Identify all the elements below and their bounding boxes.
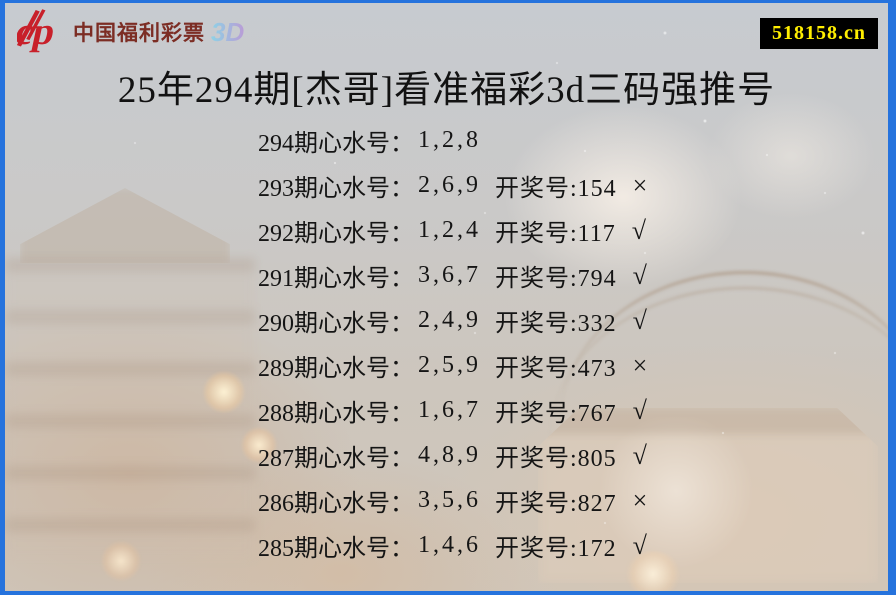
header: cp 中国福利彩票 3D 518158.cn [5,3,888,61]
row-draw-result: 开奖号:794 [495,266,617,292]
row-lucky-numbers: 1,4,6 [418,532,481,558]
row-lucky-numbers: 2,4,9 [418,307,481,333]
row-draw-result: 开奖号:172 [495,536,617,562]
prediction-row: 287期心水号： 4,8,9 开奖号:805 √ [258,433,647,478]
row-lucky-numbers: 2,6,9 [418,172,481,198]
row-draw-result: 开奖号:767 [495,401,617,427]
row-outcome-mark: √ [632,395,647,425]
row-period-label: 293期心水号： [258,176,414,202]
brand-3d-label: 3D [211,16,245,47]
row-outcome-mark: √ [632,530,647,560]
row-outcome-mark: × [632,170,648,200]
row-draw-result: 开奖号:805 [495,446,617,472]
row-lucky-numbers: 1,2,8 [418,127,481,153]
prediction-list: 294期心水号： 1,2,8 293期心水号： 2,6,9 开奖号:154 × … [258,118,647,568]
row-lucky-numbers: 1,6,7 [418,397,481,423]
prediction-row: 286期心水号： 3,5,6 开奖号:827 × [258,478,647,523]
prediction-row: 289期心水号： 2,5,9 开奖号:473 × [258,343,647,388]
row-outcome-mark: √ [632,305,647,335]
prediction-row: 294期心水号： 1,2,8 [258,118,647,163]
prediction-row: 288期心水号： 1,6,7 开奖号:767 √ [258,388,647,433]
row-draw-result: 开奖号:827 [495,491,617,517]
row-outcome-mark: √ [632,260,647,290]
prediction-row: 285期心水号： 1,4,6 开奖号:172 √ [258,523,647,568]
row-outcome-mark: × [632,350,648,380]
row-draw-result: 开奖号:473 [495,356,617,382]
row-lucky-numbers: 3,6,7 [418,262,481,288]
brand-name: 中国福利彩票 [73,22,205,45]
prediction-row: 291期心水号： 3,6,7 开奖号:794 √ [258,253,647,298]
cwl-cp-logo-icon: cp [17,9,59,53]
page-title: 25年294期[杰哥]看准福彩3d三码强推号 [117,70,776,111]
prediction-row: 293期心水号： 2,6,9 开奖号:154 × [258,163,647,208]
svg-text:cp: cp [17,10,59,53]
row-lucky-numbers: 2,5,9 [418,352,481,378]
site-url-badge: 518158.cn [760,18,878,49]
row-period-label: 291期心水号： [258,266,414,292]
row-period-label: 287期心水号： [258,446,414,472]
prediction-row: 290期心水号： 2,4,9 开奖号:332 √ [258,298,647,343]
row-draw-result: 开奖号:117 [495,221,616,247]
row-period-label: 289期心水号： [258,356,414,382]
row-period-label: 288期心水号： [258,401,414,427]
row-lucky-numbers: 3,5,6 [418,487,481,513]
row-outcome-mark: × [632,485,648,515]
firework-dots [5,3,888,591]
china-welfare-lottery-logo: cp 中国福利彩票 3D [17,9,244,55]
row-outcome-mark: √ [631,215,647,245]
row-lucky-numbers: 1,2,4 [418,217,481,243]
row-period-label: 290期心水号： [258,311,414,337]
row-draw-result: 开奖号:154 [495,176,617,202]
row-period-label: 286期心水号： [258,491,414,517]
row-outcome-mark: √ [632,440,647,470]
prediction-row: 292期心水号： 1,2,4 开奖号:117 √ [258,208,647,253]
row-draw-result: 开奖号:332 [495,311,617,337]
row-period-label: 292期心水号： [258,221,414,247]
row-period-label: 294期心水号： [258,131,414,157]
row-lucky-numbers: 4,8,9 [418,442,481,468]
row-period-label: 285期心水号： [258,536,414,562]
